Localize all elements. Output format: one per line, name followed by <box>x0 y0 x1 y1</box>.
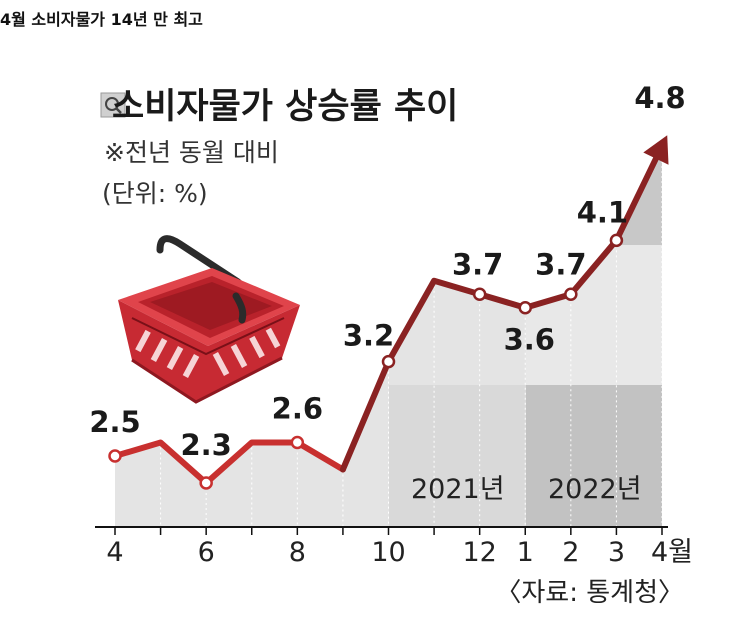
data-point-marker <box>518 300 532 315</box>
data-label: 3.2 <box>343 319 394 353</box>
series-line-segment <box>112 439 346 486</box>
chart-subtitle: ※전년 동월 대비 <box>104 138 279 167</box>
series-line-segment <box>339 143 665 473</box>
data-point-marker <box>108 449 122 463</box>
x-tick-label: 1 <box>517 537 534 568</box>
x-tick-label: 6 <box>198 537 215 568</box>
data-label: 4.8 <box>634 81 685 115</box>
data-point-marker <box>199 476 213 490</box>
data-point-marker <box>564 287 578 302</box>
data-label: 3.7 <box>535 247 586 281</box>
x-axis-ticks <box>114 527 663 535</box>
data-label: 2.3 <box>180 428 231 462</box>
unit-note: (단위: %) <box>102 179 208 208</box>
search-icon[interactable] <box>100 92 126 118</box>
basket-icon <box>118 235 300 404</box>
year-label-2022: 2022년 <box>548 474 642 505</box>
data-point-marker <box>609 233 624 248</box>
data-label: 3.6 <box>504 323 555 357</box>
data-label: 2.5 <box>89 405 140 439</box>
x-tick-label: 4 <box>106 537 123 568</box>
x-tick-label: 8 <box>289 537 306 568</box>
x-tick-label: 12 <box>462 537 496 568</box>
data-label: 2.6 <box>272 392 323 426</box>
chart-title: 소비자물가 상승률 추이 <box>112 87 458 127</box>
data-label: 4.1 <box>577 195 628 229</box>
data-labels: 2.5 2.3 2.6 3.2 3.7 3.6 3.7 4.1 4.8 <box>89 81 685 462</box>
series-markers <box>108 233 624 490</box>
data-label: 3.7 <box>452 247 503 281</box>
headline: 4월 소비자물가 14년 만 최고 <box>0 10 203 29</box>
x-tick-label: 10 <box>371 537 405 568</box>
x-tick-label: 2 <box>562 537 579 568</box>
x-tick-label: 4월 <box>651 537 693 568</box>
source-note: 〈자료: 통계청〉 <box>495 578 684 608</box>
area-layer <box>115 146 663 527</box>
arrow-head-icon <box>643 135 669 165</box>
data-point-marker <box>290 435 305 450</box>
series-line <box>112 135 669 486</box>
data-point-marker <box>472 287 487 302</box>
year-label-2021: 2021년 <box>411 474 505 505</box>
x-axis-tick-labels: 4 6 8 10 12 1 2 3 4월 <box>106 537 693 568</box>
data-point-marker <box>381 354 396 369</box>
x-tick-label: 3 <box>608 537 625 568</box>
